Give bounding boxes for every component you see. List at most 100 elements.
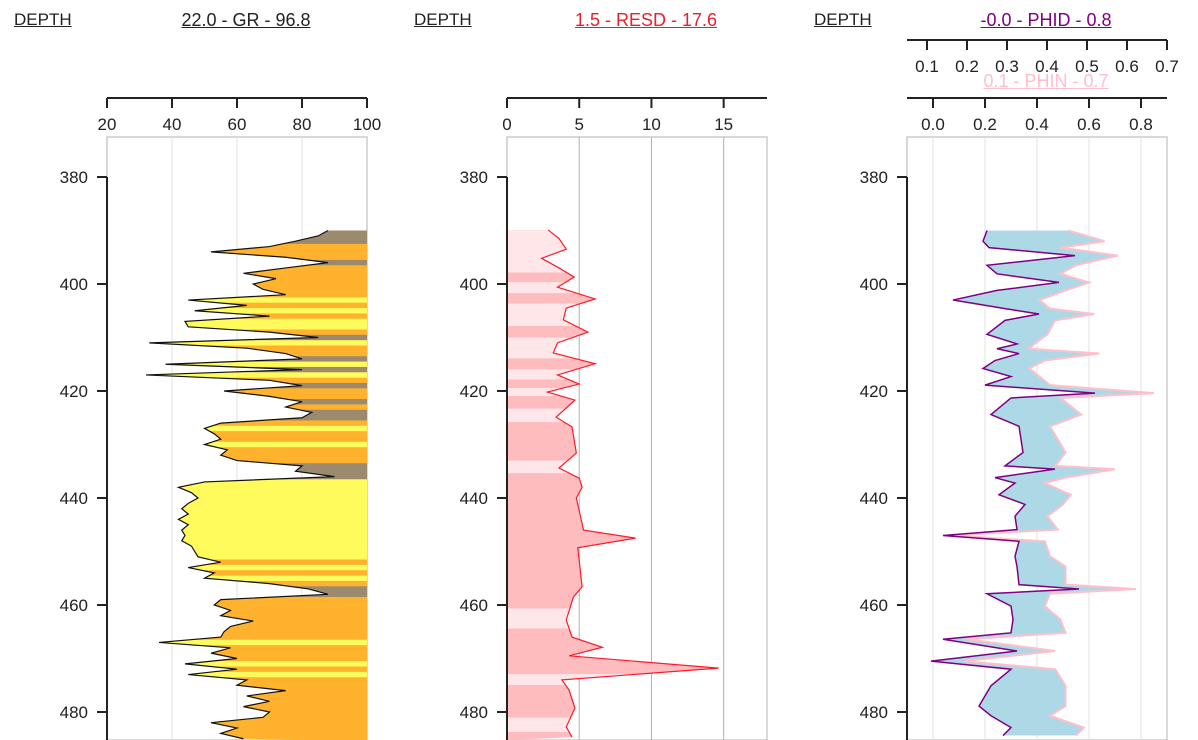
fill-band: [146, 623, 367, 630]
resd-tick-label: 15: [714, 115, 733, 134]
fill-band: [507, 732, 719, 740]
fill-band: [507, 684, 719, 700]
depth-tick-label: 480: [860, 703, 888, 722]
gr-tick-label: 20: [98, 115, 117, 134]
fill-band: [507, 642, 719, 653]
fill-band: [146, 655, 367, 662]
fill-band: [146, 666, 367, 673]
fill-band: [507, 337, 719, 349]
fill-band: [146, 618, 367, 625]
phin-tick-label: 0.2: [973, 115, 997, 134]
fill-band: [146, 345, 367, 352]
fill-band: [146, 457, 367, 464]
depth-tick-label: 480: [460, 703, 488, 722]
fill-band: [146, 596, 367, 603]
phid-tick-label: 0.4: [1035, 57, 1059, 76]
fill-band: [146, 281, 367, 288]
depth-tick-label: 420: [860, 382, 888, 401]
phin-track-title: 0.1 - PHIN - 0.7: [983, 71, 1109, 91]
gr-tick-label: 60: [228, 115, 247, 134]
fill-band: [146, 570, 367, 577]
fill-band: [146, 575, 367, 582]
phin-tick-label: 0.0: [921, 115, 945, 134]
fill-band: [146, 479, 367, 486]
phid-tick-label: 0.3: [995, 57, 1019, 76]
fill-band: [146, 388, 367, 395]
fill-band: [146, 527, 367, 534]
fill-band: [146, 495, 367, 502]
fill-band: [146, 425, 367, 432]
phin-tick-label: 0.8: [1129, 115, 1153, 134]
depth-header-track3: DEPTH: [814, 10, 872, 29]
fill-band: [507, 293, 719, 305]
fill-band: [507, 325, 719, 338]
fill-band: [146, 730, 367, 737]
fill-band: [146, 607, 367, 614]
phid-curve: [930, 230, 1096, 737]
resd-tick-label: 0: [502, 115, 511, 134]
fill-band: [146, 602, 367, 609]
fill-band: [507, 229, 719, 235]
depth-tick-label: 380: [860, 168, 888, 187]
depth-tick-label: 460: [460, 596, 488, 615]
fill-band: [146, 484, 367, 491]
fill-band: [146, 677, 367, 684]
fill-band: [507, 313, 719, 327]
fill-band: [146, 725, 367, 732]
gr-tick-label: 80: [293, 115, 312, 134]
fill-band: [507, 422, 719, 441]
fill-band: [146, 720, 367, 726]
fill-band: [507, 473, 719, 484]
fill-band: [507, 379, 719, 389]
depth-tick-label: 420: [60, 382, 88, 401]
fill-band: [507, 272, 719, 283]
fill-band: [146, 308, 367, 314]
phid-tick-label: 0.2: [955, 57, 979, 76]
phid-track-title: -0.0 - PHID - 0.8: [980, 10, 1112, 30]
fill-band: [146, 436, 367, 443]
phin-tick-label: 0.6: [1077, 115, 1101, 134]
fill-band: [146, 693, 367, 700]
fill-band: [507, 439, 719, 462]
fill-band: [146, 671, 367, 678]
fill-band: [507, 243, 719, 255]
fill-band: [507, 482, 719, 494]
phid-tick-label: 0.5: [1075, 57, 1099, 76]
fill-band: [146, 682, 367, 689]
fill-band: [146, 554, 367, 561]
fill-band: [507, 396, 719, 410]
fill-band: [507, 253, 719, 264]
resd-track-title: 1.5 - RESD - 17.6: [574, 10, 718, 30]
fill-band: [146, 270, 367, 277]
depth-tick-label: 400: [460, 275, 488, 294]
fill-band: [507, 388, 719, 397]
fill-band: [146, 361, 367, 368]
fill-band: [507, 628, 719, 643]
fill-band: [146, 324, 367, 330]
fill-band: [507, 263, 719, 273]
fill-band: [146, 420, 367, 427]
fill-band: [507, 661, 719, 675]
fill-band: [146, 297, 367, 304]
depth-header-track2: DEPTH: [414, 10, 472, 29]
fill-band: [507, 608, 719, 630]
phin-curve: [951, 229, 1155, 737]
depth-tick-label: 480: [60, 703, 88, 722]
fill-band: [146, 703, 367, 710]
fill-band: [507, 534, 719, 544]
fill-band: [507, 303, 719, 315]
depth-tick-label: 440: [60, 489, 88, 508]
fill-band: [146, 736, 367, 740]
fill-band: [507, 492, 719, 515]
fill-band: [146, 532, 367, 539]
fill-band: [146, 634, 367, 641]
depth-tick-label: 440: [860, 489, 888, 508]
depth-tick-label: 460: [860, 596, 888, 615]
fill-band: [507, 282, 719, 294]
fill-bands: [507, 229, 719, 740]
fill-band: [146, 500, 367, 507]
phin-tick-label: 0.4: [1025, 115, 1049, 134]
fill-band: [507, 567, 719, 593]
phid-tick-label: 0.6: [1115, 57, 1139, 76]
